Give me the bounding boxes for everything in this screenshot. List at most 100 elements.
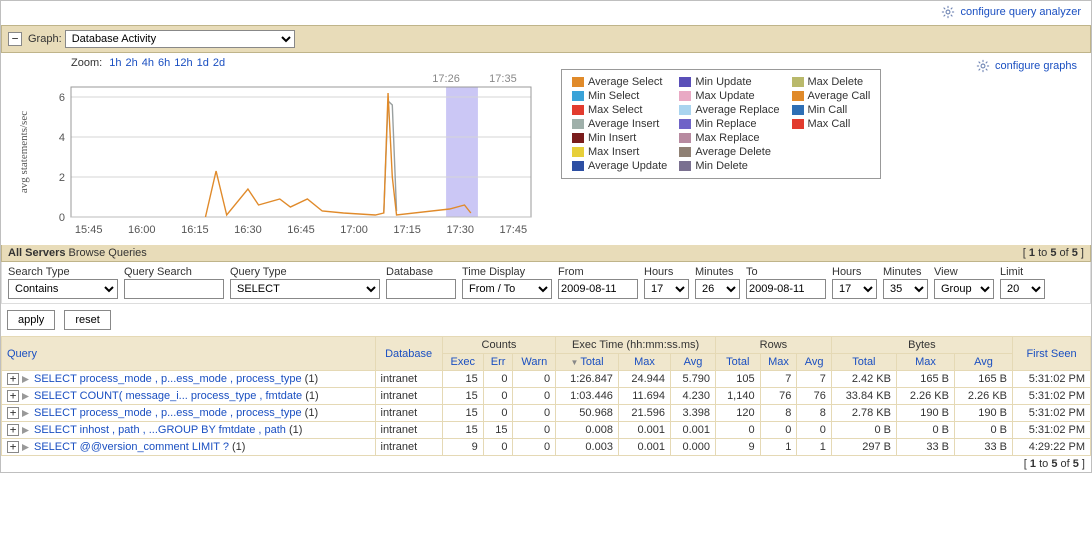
cell: 9 [716, 439, 761, 456]
minutes1-select[interactable]: 26 [695, 279, 740, 299]
legend-label: Average Delete [695, 146, 771, 158]
cell: 5:31:02 PM [1013, 405, 1091, 422]
table-row: + SELECT process_mode , p...ess_mode , pr… [2, 405, 1091, 422]
cell: + SELECT COUNT( message_i... process_type… [2, 388, 376, 405]
cell: intranet [375, 388, 442, 405]
col-emax[interactable]: Max [618, 354, 670, 371]
to-input[interactable] [746, 279, 826, 299]
from-input[interactable] [558, 279, 638, 299]
collapse-graph-button[interactable]: − [8, 32, 22, 46]
hours1-select[interactable]: 17 [644, 279, 689, 299]
svg-text:avg statements/sec: avg statements/sec [18, 111, 30, 193]
zoom-2d[interactable]: 2d [213, 57, 225, 69]
zoom-12h[interactable]: 12h [174, 57, 192, 69]
cell: 8 [797, 405, 831, 422]
table-row: + SELECT inhost , path , ...GROUP BY fmtd… [2, 422, 1091, 439]
col-etotal[interactable]: ▼Total [556, 354, 619, 371]
col-exec[interactable]: Exec [442, 354, 483, 371]
triangle-icon[interactable] [20, 408, 31, 419]
expand-row-button[interactable]: + [7, 390, 19, 402]
query-link[interactable]: SELECT COUNT( message_i... process_type … [34, 390, 302, 402]
col-err[interactable]: Err [483, 354, 513, 371]
app-frame: configure query analyzer − Graph: Databa… [0, 0, 1092, 473]
col-eavg[interactable]: Avg [671, 354, 716, 371]
cell: 15 [442, 405, 483, 422]
col-warn[interactable]: Warn [513, 354, 556, 371]
cell: 0 B [896, 422, 954, 439]
triangle-icon[interactable] [20, 374, 31, 385]
svg-text:16:30: 16:30 [234, 224, 262, 236]
zoom-4h[interactable]: 4h [142, 57, 154, 69]
view-label: View [934, 266, 994, 278]
legend-label: Average Select [588, 76, 662, 88]
limit-select[interactable]: 20 [1000, 279, 1045, 299]
cell: 33 B [896, 439, 954, 456]
minutes2-select[interactable]: 35 [883, 279, 928, 299]
swatch-icon [679, 77, 691, 87]
query-search-input[interactable] [124, 279, 224, 299]
configure-graphs-link[interactable]: configure graphs [995, 60, 1077, 72]
zoom-1h[interactable]: 1h [109, 57, 121, 69]
legend-min-insert: Min Insert [572, 132, 667, 144]
search-type-select[interactable]: Contains [8, 279, 118, 299]
legend-label: Average Insert [588, 118, 659, 130]
view-select[interactable]: Group [934, 279, 994, 299]
colgroup-rows: Rows [716, 337, 832, 354]
legend-max-delete: Max Delete [792, 76, 871, 88]
col-rtotal[interactable]: Total [716, 354, 761, 371]
query-link[interactable]: SELECT process_mode , p...ess_mode , pro… [34, 373, 302, 385]
line-chart[interactable]: 17:2617:35024615:4516:0016:1516:3016:451… [11, 69, 541, 239]
legend-min-select: Min Select [572, 90, 667, 102]
database-input[interactable] [386, 279, 456, 299]
expand-row-button[interactable]: + [7, 441, 19, 453]
zoom-2h[interactable]: 2h [126, 57, 138, 69]
col-query[interactable]: Query [2, 337, 376, 371]
browse-queries-bar: All Servers Browse Queries [ 1 to 5 of 5… [1, 245, 1091, 262]
query-link[interactable]: SELECT @@version_comment LIMIT ? [34, 441, 229, 453]
hours2-select[interactable]: 17 [832, 279, 877, 299]
triangle-icon[interactable] [20, 442, 31, 453]
col-database[interactable]: Database [375, 337, 442, 371]
time-display-select[interactable]: From / To [462, 279, 552, 299]
svg-text:15:45: 15:45 [75, 224, 103, 236]
gear-icon [976, 59, 990, 73]
col-btotal[interactable]: Total [831, 354, 896, 371]
cell: 5:31:02 PM [1013, 371, 1091, 388]
colgroup-counts: Counts [442, 337, 555, 354]
query-type-select[interactable]: SELECT [230, 279, 380, 299]
cell: 33 B [954, 439, 1012, 456]
legend-label: Min Replace [695, 118, 756, 130]
cell: intranet [375, 371, 442, 388]
col-bmax[interactable]: Max [896, 354, 954, 371]
query-link[interactable]: SELECT process_mode , p...ess_mode , pro… [34, 407, 302, 419]
expand-row-button[interactable]: + [7, 373, 19, 385]
legend-average-delete: Average Delete [679, 146, 779, 158]
legend-average-update: Average Update [572, 160, 667, 172]
col-firstseen[interactable]: First Seen [1013, 337, 1091, 371]
legend-min-delete: Min Delete [679, 160, 779, 172]
database-label: Database [386, 266, 456, 278]
triangle-icon[interactable] [20, 391, 31, 402]
zoom-6h[interactable]: 6h [158, 57, 170, 69]
configure-query-analyzer-link[interactable]: configure query analyzer [961, 6, 1081, 18]
query-type-label: Query Type [230, 266, 380, 278]
col-rmax[interactable]: Max [760, 354, 797, 371]
to-label: To [746, 266, 826, 278]
expand-row-button[interactable]: + [7, 407, 19, 419]
query-link[interactable]: SELECT inhost , path , ...GROUP BY fmtda… [34, 424, 286, 436]
cell: 3.398 [671, 405, 716, 422]
time-display-label: Time Display [462, 266, 552, 278]
triangle-icon[interactable] [20, 425, 31, 436]
expand-row-button[interactable]: + [7, 424, 19, 436]
col-bavg[interactable]: Avg [954, 354, 1012, 371]
svg-text:17:45: 17:45 [500, 224, 528, 236]
legend-min-call: Min Call [792, 104, 871, 116]
zoom-1d[interactable]: 1d [197, 57, 209, 69]
cell: 2.26 KB [896, 388, 954, 405]
graph-select[interactable]: Database Activity [65, 30, 295, 48]
swatch-icon [572, 77, 584, 87]
apply-button[interactable]: apply [7, 310, 55, 330]
hours2-label: Hours [832, 266, 877, 278]
col-ravg[interactable]: Avg [797, 354, 831, 371]
reset-button[interactable]: reset [64, 310, 110, 330]
